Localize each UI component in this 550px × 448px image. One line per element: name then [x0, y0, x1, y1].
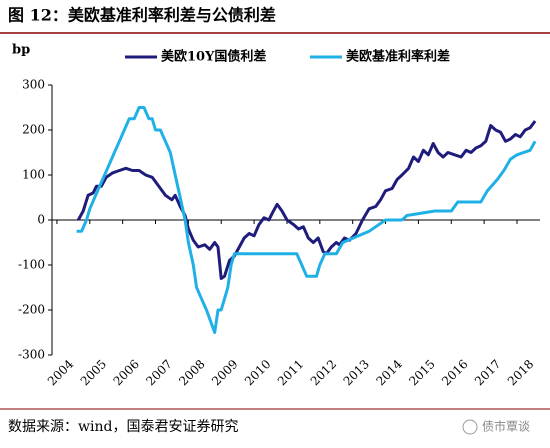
watermark-icon [462, 419, 478, 435]
y-tick-label: 100 [22, 168, 45, 182]
watermark: 债市覃谈 [482, 419, 530, 434]
y-tick-label: 200 [22, 123, 45, 137]
y-tick-label: -200 [18, 303, 45, 317]
legend-label: 美欧基准利率利差 [346, 49, 450, 65]
source-note: 数据来源：wind，国泰君安证券研究 [8, 419, 238, 435]
y-tick-label: 0 [37, 213, 45, 227]
series-line [76, 106, 537, 334]
y-tick-label: -100 [18, 258, 45, 272]
y-axis-label: bp [12, 43, 30, 58]
y-tick-label: -300 [18, 348, 45, 362]
chart-title: 图 12：美欧基准利率利差与公债利差 [8, 6, 276, 25]
legend-label: 美欧10Y国债利差 [161, 49, 266, 65]
series-line [76, 120, 537, 280]
y-tick-label: 300 [22, 78, 45, 92]
